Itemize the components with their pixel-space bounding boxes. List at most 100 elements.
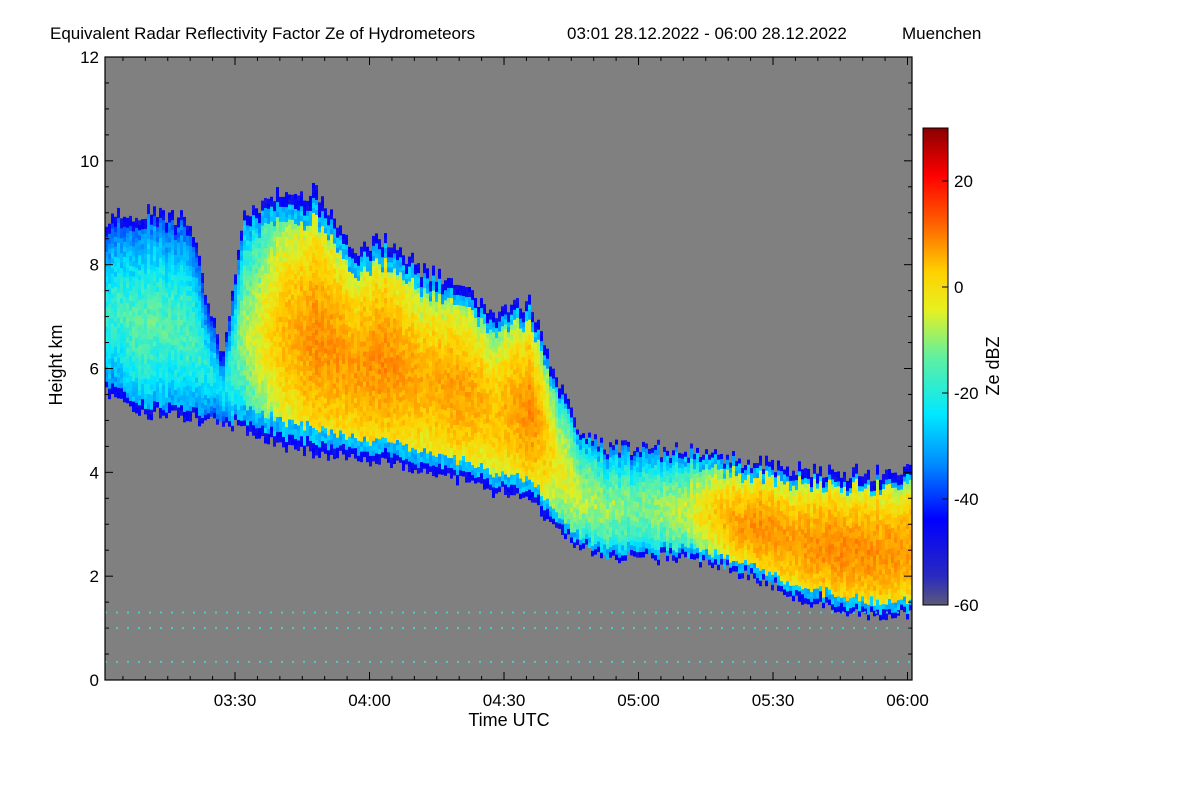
- reflectivity-cell: [459, 385, 462, 391]
- reflectivity-cell: [180, 410, 183, 416]
- reflectivity-cell: [324, 388, 327, 394]
- reflectivity-cell: [135, 227, 138, 234]
- reflectivity-cell: [312, 303, 315, 309]
- reflectivity-cell: [309, 410, 312, 417]
- reflectivity-cell: [354, 408, 357, 414]
- reflectivity-cell: [246, 300, 249, 306]
- reflectivity-cell: [150, 214, 153, 221]
- reflectivity-cell: [294, 274, 297, 280]
- reflectivity-cell: [141, 394, 144, 400]
- reflectivity-cell: [423, 398, 426, 404]
- reflectivity-cell: [201, 373, 204, 379]
- reflectivity-cell: [267, 298, 270, 305]
- reflectivity-cell: [384, 378, 387, 384]
- reflectivity-cell: [339, 385, 342, 391]
- reflectivity-cell: [318, 287, 321, 293]
- reflectivity-cell: [336, 387, 339, 394]
- reflectivity-cell: [234, 334, 237, 340]
- reflectivity-cell: [315, 370, 318, 376]
- reflectivity-cell: [396, 390, 399, 396]
- reflectivity-cell: [396, 400, 399, 406]
- reflectivity-cell: [141, 234, 144, 240]
- reflectivity-cell: [396, 420, 399, 426]
- reflectivity-cell: [318, 307, 321, 313]
- reflectivity-cell: [399, 342, 402, 348]
- reflectivity-cell: [105, 376, 108, 383]
- reflectivity-cell: [129, 360, 132, 367]
- reflectivity-cell: [171, 370, 174, 376]
- reflectivity-cell: [348, 411, 351, 418]
- reflectivity-cell: [213, 322, 216, 329]
- reflectivity-cell: [315, 220, 318, 226]
- reflectivity-cell: [345, 304, 348, 311]
- reflectivity-cell: [387, 392, 390, 398]
- reflectivity-cell: [120, 388, 123, 394]
- reflectivity-cell: [264, 313, 267, 319]
- reflectivity-cell: [435, 301, 438, 308]
- reflectivity-cell: [126, 247, 129, 254]
- reflectivity-cell: [237, 294, 240, 301]
- reflectivity-cell: [243, 315, 246, 321]
- reflectivity-cell: [342, 269, 345, 275]
- reflectivity-cell: [381, 287, 384, 293]
- reflectivity-cell: [207, 388, 210, 394]
- reflectivity-cell: [240, 420, 243, 427]
- reflectivity-cell: [159, 357, 162, 364]
- reflectivity-cell: [171, 245, 174, 251]
- reflectivity-cell: [147, 229, 150, 235]
- reflectivity-cell: [417, 403, 420, 409]
- reflectivity-cell: [435, 471, 438, 478]
- reflectivity-cell: [393, 278, 396, 284]
- reflectivity-cell: [444, 450, 447, 456]
- reflectivity-cell: [381, 347, 384, 353]
- reflectivity-cell: [321, 436, 324, 442]
- reflectivity-cell: [324, 218, 327, 224]
- reflectivity-cell: [396, 355, 399, 361]
- reflectivity-cell: [393, 268, 396, 274]
- reflectivity-cell: [297, 200, 300, 206]
- reflectivity-cell: [294, 219, 297, 225]
- reflectivity-cell: [402, 415, 405, 421]
- reflectivity-cell: [276, 297, 279, 303]
- reflectivity-cell: [222, 376, 225, 382]
- reflectivity-cell: [318, 432, 321, 438]
- reflectivity-cell: [426, 343, 429, 349]
- reflectivity-cell: [276, 242, 279, 248]
- reflectivity-cell: [393, 253, 396, 259]
- reflectivity-cell: [396, 320, 399, 326]
- reflectivity-cell: [255, 318, 258, 324]
- reflectivity-cell: [204, 294, 207, 301]
- reflectivity-cell: [114, 246, 117, 253]
- reflectivity-cell: [345, 234, 348, 241]
- reflectivity-cell: [312, 248, 315, 254]
- reflectivity-cell: [189, 311, 192, 317]
- reflectivity-cell: [135, 342, 138, 349]
- reflectivity-cell: [369, 295, 372, 302]
- reflectivity-cell: [327, 435, 330, 441]
- reflectivity-cell: [462, 396, 465, 402]
- reflectivity-cell: [348, 366, 351, 373]
- reflectivity-cell: [306, 285, 309, 292]
- reflectivity-cell: [162, 350, 165, 356]
- reflectivity-cell: [345, 349, 348, 356]
- reflectivity-cell: [420, 457, 423, 463]
- reflectivity-cell: [447, 417, 450, 424]
- reflectivity-cell: [150, 359, 153, 366]
- reflectivity-cell: [207, 303, 210, 309]
- reflectivity-cell: [471, 330, 474, 336]
- reflectivity-cell: [222, 401, 225, 407]
- reflectivity-cell: [279, 361, 282, 368]
- reflectivity-cell: [318, 327, 321, 333]
- reflectivity-cell: [141, 384, 144, 390]
- reflectivity-cell: [174, 320, 177, 326]
- reflectivity-cell: [441, 414, 444, 420]
- reflectivity-cell: [243, 325, 246, 331]
- reflectivity-cell: [360, 341, 363, 348]
- reflectivity-cell: [231, 410, 234, 417]
- reflectivity-cell: [363, 266, 366, 273]
- reflectivity-cell: [450, 358, 453, 364]
- reflectivity-cell: [399, 327, 402, 333]
- reflectivity-cell: [174, 405, 177, 411]
- reflectivity-cell: [309, 440, 312, 447]
- reflectivity-cell: [459, 380, 462, 386]
